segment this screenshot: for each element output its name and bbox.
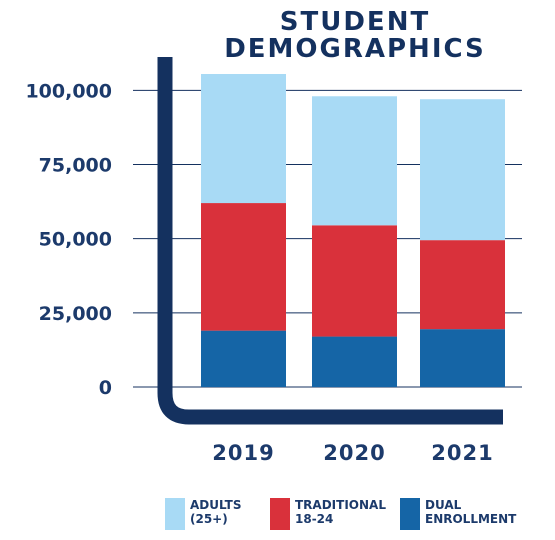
bar-segment [420, 99, 505, 241]
legend-label-adults: ADULTS (25+) [190, 498, 242, 526]
chart-title-line-2: DEMOGRAPHICS [224, 34, 486, 64]
bar-segment [312, 225, 397, 337]
y-tick-label: 25,000 [39, 303, 112, 325]
y-tick-label: 0 [99, 377, 112, 399]
bar-segment [312, 336, 397, 387]
x-tick-label: 2019 [212, 441, 274, 465]
chart-canvas: STUDENT DEMOGRAPHICS 100,000 75,000 50,000… [25, 7, 522, 465]
y-tick-label: 100,000 [25, 80, 112, 102]
bar-segment [201, 74, 286, 204]
y-tick-label: 75,000 [39, 154, 112, 176]
bar-segment [420, 329, 505, 387]
y-tick-label: 50,000 [39, 229, 112, 251]
bar-segment [312, 96, 397, 226]
legend-swatch-dual-enrollment [400, 498, 420, 530]
legend-swatch-adults [165, 498, 185, 530]
legend-item-dual-enrollment: DUAL ENROLLMENT [400, 498, 516, 534]
bar-segment [201, 330, 286, 387]
chart-title-line-1: STUDENT [280, 7, 430, 37]
bar-segment [201, 203, 286, 331]
legend-label-dual-enrollment: DUAL ENROLLMENT [425, 498, 517, 526]
legend-item-adults: ADULTS (25+) [165, 498, 241, 534]
x-tick-label: 2020 [323, 441, 385, 465]
legend-label-traditional: TRADITIONAL 18-24 [295, 498, 386, 526]
x-tick-label: 2021 [431, 441, 493, 465]
legend-swatch-traditional [270, 498, 290, 530]
legend-item-traditional: TRADITIONAL 18-24 [270, 498, 386, 534]
axis-frame [157, 57, 503, 425]
bar-segment [420, 240, 505, 330]
